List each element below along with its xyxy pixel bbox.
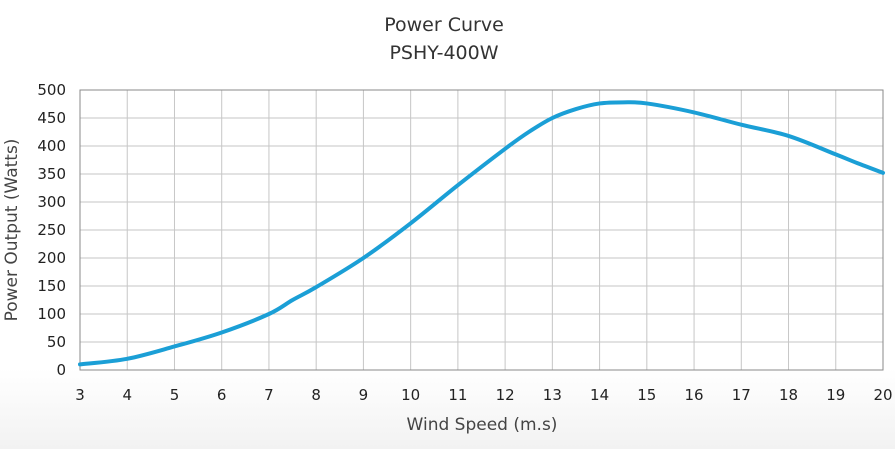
x-axis-ticks: 3 4 5 6 7 8 9 10 11 12 13 14 15 16 17 18 19 20 xyxy=(75,386,892,404)
chart-subtitle: PSHY-400W xyxy=(389,42,498,64)
y-tick-label: 200 xyxy=(37,249,66,267)
x-tick-label: 8 xyxy=(311,386,321,404)
x-tick-label: 18 xyxy=(779,386,798,404)
plot-frame xyxy=(79,89,884,371)
x-tick-label: 16 xyxy=(685,386,704,404)
series-layer xyxy=(78,100,885,367)
x-tick-label: 11 xyxy=(448,386,467,404)
x-tick-label: 7 xyxy=(264,386,274,404)
x-tick-label: 14 xyxy=(590,386,609,404)
y-tick-label: 250 xyxy=(37,221,66,239)
x-tick-label: 19 xyxy=(826,386,845,404)
y-tick-label: 50 xyxy=(47,333,66,351)
y-tick-label: 100 xyxy=(37,305,66,323)
x-tick-label: 17 xyxy=(732,386,751,404)
x-tick-label: 15 xyxy=(637,386,656,404)
power-curve-line xyxy=(78,100,885,367)
x-tick-label: 9 xyxy=(359,386,369,404)
x-tick-label: 6 xyxy=(217,386,227,404)
chart-title: Power Curve xyxy=(384,14,504,36)
x-tick-label: 13 xyxy=(543,386,562,404)
y-axis-label: Power Output (Watts) xyxy=(2,139,22,322)
y-tick-label: 300 xyxy=(37,193,66,211)
y-tick-label: 0 xyxy=(56,361,66,379)
grid-lines xyxy=(79,89,884,371)
y-tick-label: 400 xyxy=(37,137,66,155)
y-tick-label: 500 xyxy=(37,81,66,99)
x-tick-label: 10 xyxy=(401,386,420,404)
x-tick-label: 12 xyxy=(496,386,515,404)
x-tick-label: 5 xyxy=(170,386,180,404)
x-axis-label: Wind Speed (m.s) xyxy=(407,415,558,435)
y-tick-label: 150 xyxy=(37,277,66,295)
x-tick-label: 4 xyxy=(122,386,132,404)
y-tick-label: 450 xyxy=(37,109,66,127)
x-tick-label: 3 xyxy=(75,386,85,404)
x-tick-label: 20 xyxy=(873,386,892,404)
y-axis-ticks: 0 50 100 150 200 250 300 350 400 450 500 xyxy=(37,81,66,379)
y-tick-label: 350 xyxy=(37,165,66,183)
